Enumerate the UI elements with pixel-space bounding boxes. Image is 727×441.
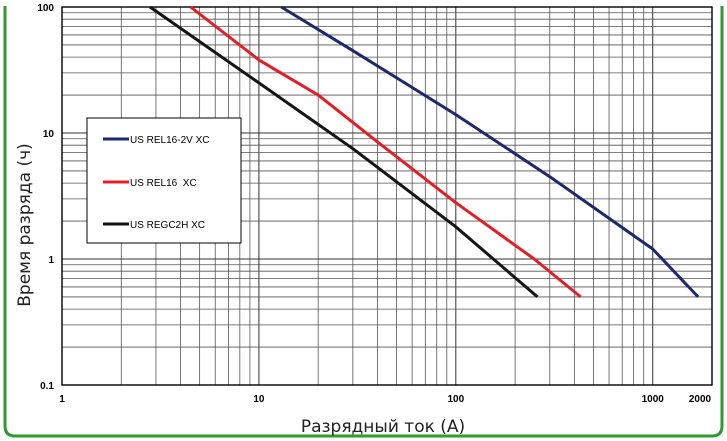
series-lines xyxy=(149,5,700,299)
x-axis-title: Разрядный ток (А) xyxy=(301,417,465,437)
series-line-1 xyxy=(189,5,582,299)
x-tick-label: 10 xyxy=(253,394,265,405)
x-tick-label: 2000 xyxy=(689,394,712,405)
series-line-2 xyxy=(149,5,539,299)
x-tick-label: 1 xyxy=(59,394,65,405)
plot-area-border xyxy=(61,6,713,386)
y-tick-label: 100 xyxy=(37,3,54,14)
legend-label-us-regc2h-xc: US REGC2H XC xyxy=(130,220,205,231)
x-tick-label: 1000 xyxy=(642,394,665,405)
tick-labels: 1 10 100 1000 2000 100 10 1 0.1 xyxy=(37,3,711,405)
grid xyxy=(61,6,713,386)
y-axis-title: Время разряда (ч) xyxy=(15,143,35,307)
legend: US REL16-2V XC US REL16 XC US REGC2H XC xyxy=(86,117,242,244)
series-line-0 xyxy=(280,5,700,298)
y-tick-label: 10 xyxy=(43,129,55,140)
frame-border xyxy=(3,6,724,438)
x-tick-label: 100 xyxy=(447,394,464,405)
y-tick-label: 1 xyxy=(48,255,54,266)
y-tick-label: 0.1 xyxy=(40,381,54,392)
legend-label-us-rel16-2v-xc: US REL16-2V XC xyxy=(130,135,209,146)
legend-label-us-rel16-xc: US REL16 XC xyxy=(130,178,197,189)
